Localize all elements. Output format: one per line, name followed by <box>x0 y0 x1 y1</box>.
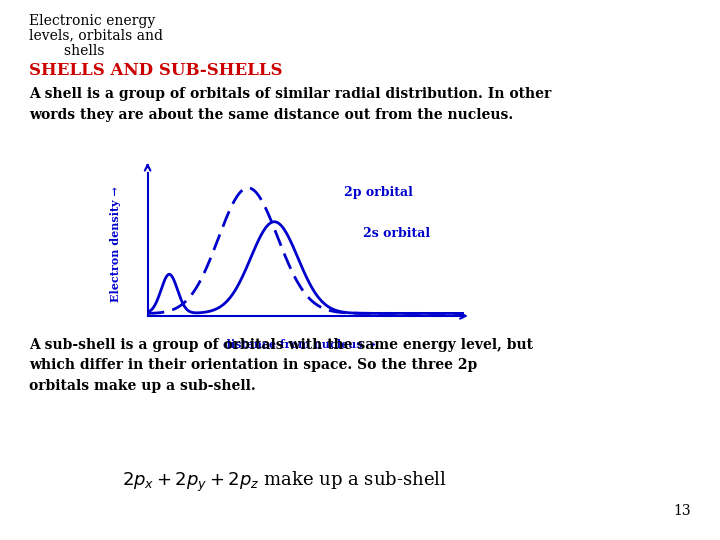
Text: SHELLS AND SUB-SHELLS: SHELLS AND SUB-SHELLS <box>29 62 282 78</box>
Text: 13: 13 <box>674 504 691 518</box>
Text: $2p_x + 2p_y + 2p_z$ make up a sub-shell: $2p_x + 2p_y + 2p_z$ make up a sub-shell <box>122 470 447 494</box>
Text: Electronic energy: Electronic energy <box>29 14 155 28</box>
Text: words they are about the same distance out from the nucleus.: words they are about the same distance o… <box>29 108 513 122</box>
Text: shells: shells <box>29 44 104 58</box>
Text: distance from nucleus →: distance from nucleus → <box>223 339 376 350</box>
Text: orbitals make up a sub-shell.: orbitals make up a sub-shell. <box>29 379 256 393</box>
Text: levels, orbitals and: levels, orbitals and <box>29 29 163 43</box>
Text: A shell is a group of orbitals of similar radial distribution. In other: A shell is a group of orbitals of simila… <box>29 87 551 102</box>
Text: A sub-shell is a group of orbitals with the same energy level, but: A sub-shell is a group of orbitals with … <box>29 338 533 352</box>
Text: 2p orbital: 2p orbital <box>344 186 413 199</box>
Text: Electron density →: Electron density → <box>110 186 122 302</box>
Text: 2s orbital: 2s orbital <box>363 227 430 240</box>
Text: which differ in their orientation in space. So the three 2p: which differ in their orientation in spa… <box>29 358 477 372</box>
